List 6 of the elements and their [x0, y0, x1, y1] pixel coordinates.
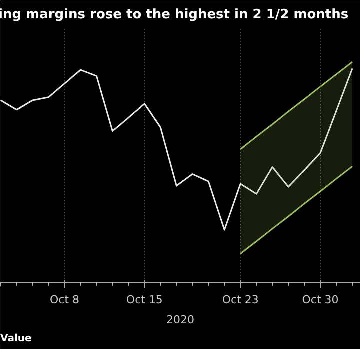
x-tick-label: Oct 8	[50, 294, 80, 306]
x-axis-title: 2020	[166, 314, 195, 326]
x-tick-label: Oct 15	[126, 294, 163, 306]
x-tick-label: Oct 23	[222, 294, 259, 306]
x-tick-label: Oct 30	[302, 294, 339, 306]
text: Value	[0, 334, 32, 344]
